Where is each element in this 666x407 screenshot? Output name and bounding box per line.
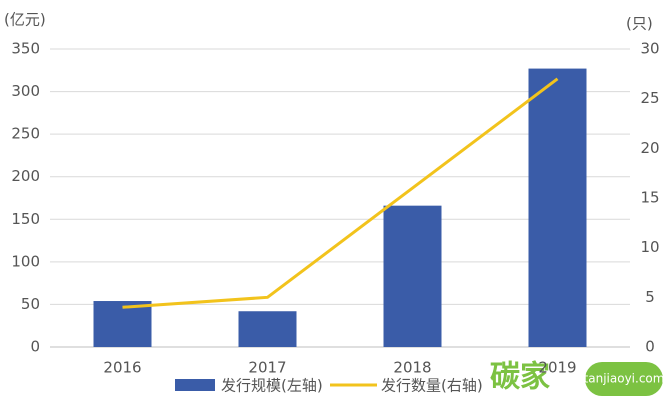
legend-swatch [175, 379, 215, 391]
y2-axis-unit: (只) [626, 15, 653, 33]
y-tick-label: 150 [11, 210, 40, 228]
y-tick-label: 300 [11, 82, 40, 100]
x-tick-label: 2019 [538, 359, 576, 377]
y-tick-label: 250 [11, 125, 40, 143]
line [122, 77, 559, 309]
y2-tick-label: 15 [640, 189, 659, 207]
x-tick-label: 2017 [248, 359, 286, 377]
y2-tick-label: 5 [645, 288, 655, 306]
legend-label: 发行数量(右轴) [381, 377, 483, 395]
y2-tick-label: 0 [645, 338, 655, 356]
watermark-logo: 碳家 [490, 360, 550, 395]
bar [383, 205, 442, 347]
y2-tick-label: 20 [640, 139, 659, 157]
x-tick-label: 2016 [103, 359, 141, 377]
y2-tick-label: 30 [640, 40, 659, 58]
watermark-badge [585, 362, 663, 396]
y2-tick-label: 10 [640, 238, 659, 256]
y-tick-label: 350 [11, 40, 40, 58]
bar [528, 68, 587, 347]
y2-tick-label: 25 [640, 89, 659, 107]
bar [238, 311, 297, 347]
watermark-url: tanjiaoyi.com [584, 372, 665, 386]
y-tick-label: 200 [11, 167, 40, 185]
y-tick-label: 100 [11, 252, 40, 270]
y-tick-label: 0 [30, 338, 40, 356]
x-tick-label: 2018 [393, 359, 431, 377]
y-axis-unit: (亿元) [4, 11, 46, 29]
bar [93, 301, 152, 347]
y-tick-label: 50 [21, 295, 40, 313]
legend-label: 发行规模(左轴) [221, 377, 323, 395]
